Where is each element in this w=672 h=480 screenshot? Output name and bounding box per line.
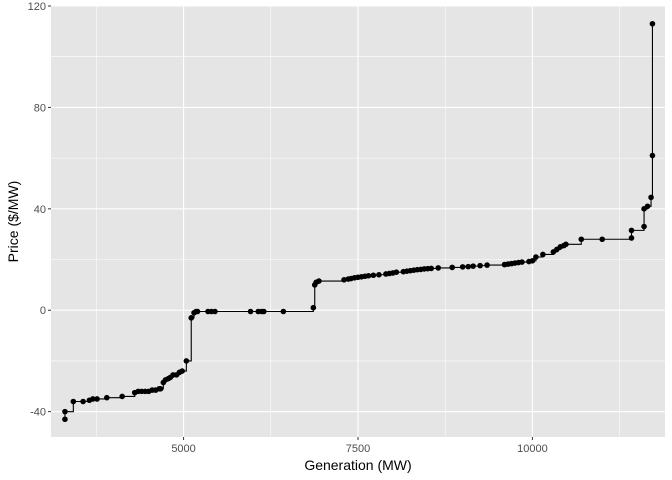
data-point [393, 269, 400, 276]
data-point [449, 264, 455, 271]
data-point [212, 308, 218, 315]
data-point [470, 263, 476, 269]
data-point [648, 194, 654, 201]
data-point [519, 259, 525, 265]
series-points [62, 20, 656, 423]
data-point [465, 263, 472, 270]
data-point [62, 416, 68, 423]
data-point [310, 304, 317, 311]
gridlines [51, 5, 665, 437]
data-point [179, 368, 185, 374]
y-axis-title: Price ($/MW) [5, 181, 21, 263]
data-point [104, 394, 110, 401]
data-point [649, 20, 656, 27]
data-point [529, 257, 536, 264]
data-point [484, 262, 490, 268]
data-point [316, 278, 322, 284]
data-point [649, 152, 656, 159]
x-axis-title: Generation (MW) [304, 457, 411, 473]
x-tick-label: 5000 [171, 443, 195, 455]
x-tick-label: 7500 [346, 443, 370, 455]
data-point [540, 251, 546, 258]
y-tick-label: 0 [40, 305, 46, 317]
data-point [341, 277, 347, 283]
y-tick-label: -40 [30, 407, 46, 419]
data-point [280, 308, 287, 315]
data-point [261, 308, 267, 315]
data-point [599, 236, 606, 243]
data-point [477, 262, 483, 269]
data-point [644, 203, 651, 210]
data-point [365, 272, 372, 279]
data-point [435, 265, 442, 271]
y-tick-label: 40 [34, 204, 46, 216]
data-point [119, 393, 125, 400]
y-tick-label: 80 [34, 102, 46, 114]
data-point [376, 271, 382, 278]
data-point [183, 358, 190, 364]
data-point [62, 408, 68, 415]
data-point [90, 396, 96, 402]
data-point [563, 241, 569, 248]
data-point [428, 265, 435, 272]
data-point [247, 308, 254, 315]
data-point [80, 398, 86, 405]
axis-ticks: 5000 7500 10000 -40 0 40 80 120 [28, 1, 548, 455]
data-point [628, 227, 635, 234]
x-tick-label: 10000 [517, 443, 548, 455]
data-point [533, 254, 539, 260]
data-point [157, 386, 164, 392]
data-point [578, 236, 585, 243]
data-point [628, 235, 635, 241]
data-point [194, 308, 201, 315]
data-point [94, 396, 100, 402]
data-point [459, 264, 466, 270]
y-tick-label: 120 [28, 1, 46, 13]
data-point [641, 223, 647, 230]
data-point [70, 398, 77, 405]
data-point [370, 272, 377, 279]
data-point [188, 315, 195, 321]
